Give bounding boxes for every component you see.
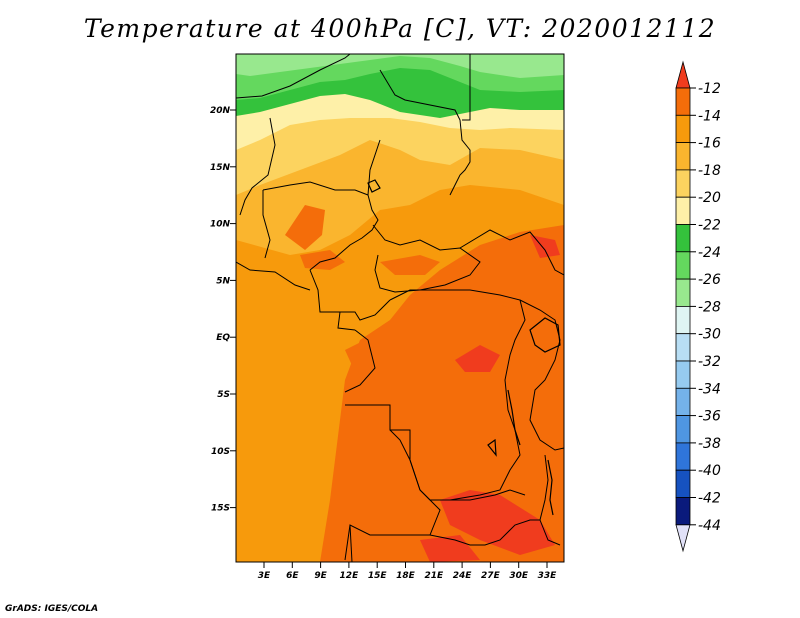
colorbar-swatch (675, 224, 691, 253)
lon-label: 15E (368, 571, 388, 581)
border-zambia-south (429, 519, 540, 546)
lat-label: 10N (210, 220, 231, 230)
border-car (372, 224, 481, 293)
colorbar-swatch (675, 142, 691, 171)
lon-label: 21E (424, 571, 444, 581)
border-mali-niger (239, 117, 276, 216)
border-gabon-congo (344, 329, 376, 393)
colorbar-swatch (675, 360, 691, 389)
colorbar-label: -12 (698, 81, 721, 97)
lat-label: 20N (210, 106, 231, 116)
temperature-field (236, 54, 564, 562)
colorbar-swatch (675, 278, 691, 307)
border-niger-nigeria (262, 181, 369, 196)
colorbar-label: -32 (698, 354, 721, 370)
lon-label: 3E (258, 571, 271, 581)
chart-title: Temperature at 400hPa [C], VT: 202001211… (83, 14, 717, 43)
lat-label: 5S (217, 390, 230, 400)
lake-victoria (529, 317, 561, 353)
colorbar-swatch (675, 497, 691, 526)
colorbar-swatch (675, 387, 691, 416)
lake-mweru (487, 438, 497, 457)
border-egypt-sudan (462, 54, 471, 121)
colorbar-label: -36 (698, 409, 721, 425)
lake-malawi (547, 459, 554, 516)
border-algeria-niger (236, 54, 351, 99)
colorbar-label: -34 (698, 381, 721, 397)
field-band-minus28 (236, 54, 564, 78)
colorbar-label: -24 (698, 245, 721, 261)
border-namibia (349, 524, 353, 562)
colorbar-label: -42 (698, 491, 721, 507)
border-niger-chad-nigeria (309, 139, 381, 271)
border-libya-chad-sudan (379, 69, 471, 196)
colorbar-swatch (675, 251, 691, 280)
colorbar: -12 -14 -16 -18 -20 -22 -24 -26 -28 -30 -32 -34 -36 -… (675, 60, 721, 553)
lat-label: 15S (211, 504, 230, 514)
lon-label: 27E (481, 571, 501, 581)
map-frame (235, 53, 565, 563)
colorbar-swatch (675, 442, 691, 471)
border-cameroon (309, 269, 391, 321)
latitude-axis: 20N 15N 10N 5N EQ 5S 10S 15S (210, 106, 236, 514)
lon-label: 24E (453, 571, 473, 581)
colorbar-swatch (675, 333, 691, 362)
colorbar-swatch (675, 196, 691, 225)
lake-tanganyika (507, 389, 521, 446)
field-patch-minus14-d (345, 340, 375, 372)
footer-credit: GrADS: IGES/COLA (5, 604, 99, 614)
lon-label: 33E (538, 571, 558, 581)
colorbar-label: -44 (698, 518, 721, 534)
lat-label: EQ (216, 333, 230, 343)
colorbar-swatch (675, 169, 691, 198)
lat-label: 10S (211, 447, 230, 457)
field-patch-minus14-b (380, 255, 440, 275)
colorbar-label: -28 (698, 299, 721, 315)
border-south-sudan (459, 229, 564, 276)
longitude-axis: 3E 6E 9E 12E 15E 18E 21E 24E 27E 30E 33E (258, 562, 557, 581)
field-patch-minus14-a (285, 205, 325, 250)
lon-label: 18E (396, 571, 416, 581)
colorbar-swatch (675, 114, 691, 144)
field-patch-minus14-c (300, 250, 345, 270)
field-patch-minus12-c (420, 535, 480, 562)
colorbar-arrow-bottom (675, 524, 691, 553)
colorbar-label: -26 (698, 272, 721, 288)
lon-label: 12E (340, 571, 360, 581)
colorbar-label: -30 (698, 327, 721, 343)
field-patch-minus12-a (455, 345, 500, 372)
field-patch-minus12-b (440, 490, 555, 555)
lake-chad (367, 179, 381, 193)
border-eq-guinea (337, 311, 356, 331)
colorbar-label: -16 (698, 136, 721, 152)
border-benin (262, 190, 271, 259)
colorbar-label: -22 (698, 218, 721, 234)
lon-label: 6E (286, 571, 299, 581)
colorbar-swatch (675, 87, 691, 116)
coast-west-africa (236, 261, 311, 291)
country-borders (236, 54, 564, 562)
lon-label: 9E (314, 571, 327, 581)
colorbar-label: -14 (698, 108, 721, 124)
colorbar-swatch (675, 469, 691, 498)
colorbar-label: -20 (698, 190, 721, 206)
lakes (367, 179, 561, 516)
border-angola (344, 404, 441, 561)
colorbar-swatch (675, 415, 691, 444)
colorbar-label: -18 (698, 163, 721, 179)
colorbar-swatch (675, 305, 691, 335)
colorbar-label: -38 (698, 436, 721, 452)
colorbar-label: -40 (698, 463, 721, 479)
border-uganda-tanzania (519, 299, 564, 451)
field-band-minus14 (320, 225, 564, 562)
border-malawi (539, 454, 561, 546)
lat-label: 15N (210, 163, 231, 173)
lat-label: 5N (216, 276, 230, 286)
border-zambia-north (450, 489, 526, 501)
lon-label: 30E (509, 571, 529, 581)
colorbar-arrow-top (675, 60, 691, 89)
